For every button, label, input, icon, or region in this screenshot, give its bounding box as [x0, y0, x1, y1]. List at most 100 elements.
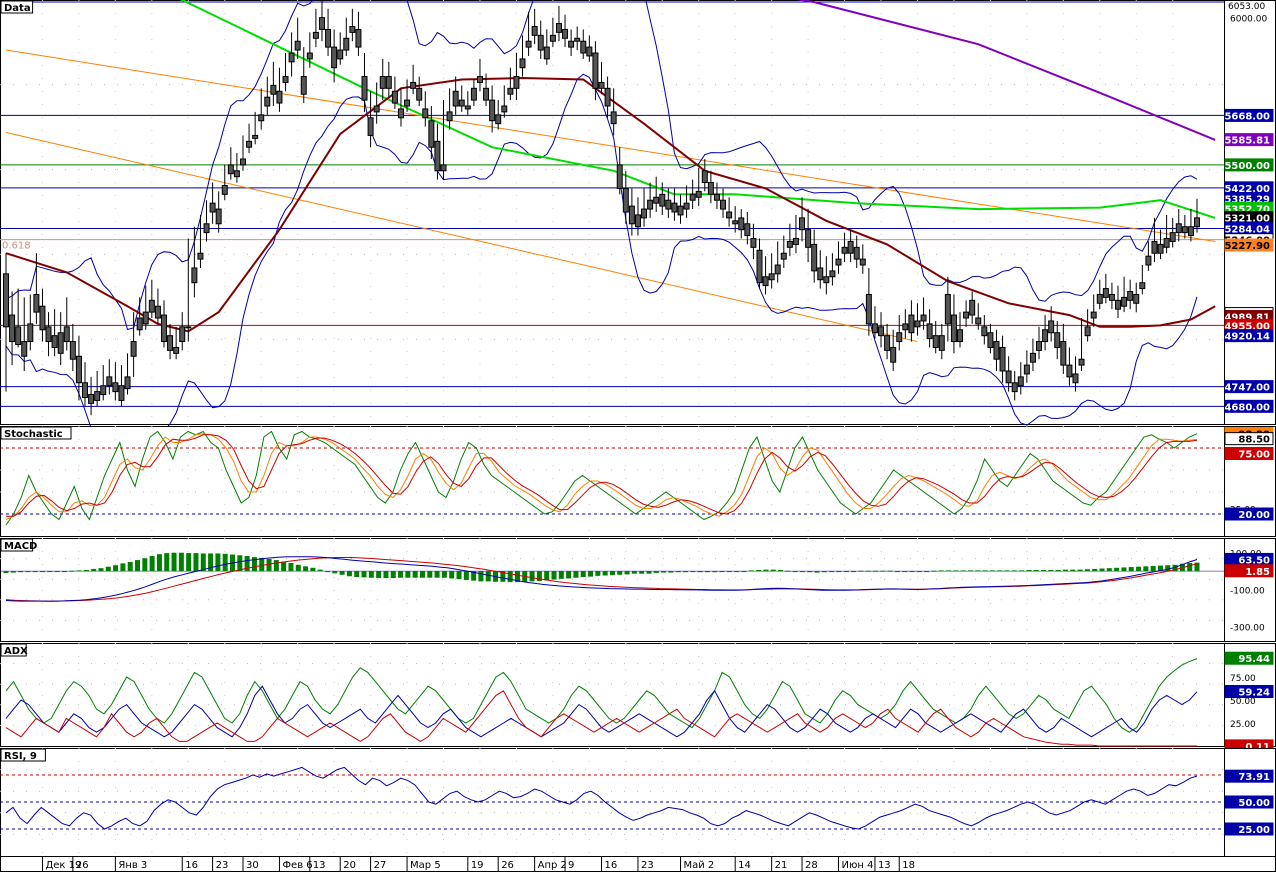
candle	[519, 58, 526, 69]
histogram-bar	[1041, 570, 1047, 572]
histogram-bar	[354, 571, 360, 577]
candle	[130, 341, 137, 357]
histogram-bar	[1070, 569, 1076, 572]
value-badge-text: 95.44	[1238, 654, 1270, 665]
bollinger-lower	[5, 73, 1198, 449]
candle	[379, 76, 386, 89]
histogram-bar	[748, 570, 754, 572]
candle	[641, 208, 648, 219]
candle	[452, 90, 459, 107]
candle	[993, 341, 1000, 360]
candle	[1181, 226, 1188, 234]
histogram-bar	[1004, 570, 1010, 572]
histogram-bar	[1048, 570, 1054, 572]
candle	[173, 346, 180, 354]
histogram-bar	[514, 571, 520, 583]
x-tick-label: 23	[641, 860, 654, 871]
tick-label: -300.00	[1230, 623, 1265, 633]
candle	[318, 17, 325, 30]
tick-label: 50.00	[1230, 697, 1256, 707]
histogram-bar	[164, 553, 170, 572]
candle	[118, 385, 125, 401]
histogram-bar	[273, 560, 279, 572]
histogram-bar	[595, 571, 601, 576]
candle	[1194, 217, 1200, 228]
histogram-bar	[288, 563, 294, 572]
histogram-bar	[719, 571, 725, 573]
histogram-bar	[690, 571, 696, 573]
histogram-bar	[91, 568, 97, 572]
value-badge-text: 5668.00	[1224, 111, 1270, 122]
histogram-bar	[924, 571, 930, 573]
histogram-bar	[186, 553, 192, 572]
histogram-bar	[266, 558, 272, 572]
x-tick-label: Фев 6	[282, 860, 312, 871]
histogram-bar	[1055, 570, 1061, 572]
histogram-bar	[902, 571, 908, 573]
value-badge-text: 63.50	[1238, 555, 1270, 566]
value-badge-text: 4747.00	[1224, 383, 1270, 394]
candle	[701, 170, 708, 184]
value-badge	[1224, 822, 1274, 836]
series-k	[5, 430, 1198, 526]
histogram-bar	[376, 571, 382, 579]
candle	[476, 76, 483, 83]
x-tick-label: 30	[246, 860, 259, 871]
candle	[239, 158, 246, 166]
candle	[847, 240, 854, 254]
candle	[507, 87, 514, 95]
histogram-bar	[799, 571, 805, 573]
histogram-bar	[3, 571, 9, 573]
candle	[410, 81, 417, 89]
histogram-bar	[120, 563, 126, 572]
candle	[574, 37, 581, 42]
candle	[549, 34, 556, 42]
histogram-bar	[1106, 568, 1112, 572]
tick-label: 25.00	[1230, 720, 1256, 730]
candle	[604, 87, 611, 107]
candle	[434, 140, 441, 172]
value-badge	[1224, 399, 1274, 413]
histogram-bar	[602, 571, 608, 576]
value-badge	[1224, 158, 1274, 172]
candle	[160, 314, 167, 343]
candle	[422, 108, 429, 119]
histogram-bar	[821, 571, 827, 573]
candle	[1048, 320, 1055, 334]
candle	[732, 220, 739, 225]
histogram-bar	[105, 566, 111, 572]
candle	[191, 267, 198, 284]
histogram-bar	[909, 571, 915, 573]
candle	[391, 90, 398, 104]
pane-rsi: RSI, 9 73.91 50.00 25.00	[0, 748, 1276, 857]
histogram-bar	[1136, 566, 1142, 572]
candle	[1139, 282, 1146, 290]
top-label: 6053.00	[1228, 2, 1265, 12]
candle	[659, 193, 666, 207]
histogram-bar	[967, 570, 973, 572]
candle	[167, 335, 174, 351]
value-badge-text: 5500.00	[1224, 161, 1270, 172]
histogram-bar	[873, 570, 879, 572]
histogram-bar	[931, 570, 937, 572]
candle	[1121, 296, 1128, 307]
histogram-bar	[383, 571, 389, 579]
histogram-bar	[997, 570, 1003, 572]
value-badge-text: 5321.00	[1224, 214, 1270, 225]
x-tick-label: 26	[501, 860, 514, 871]
candle	[246, 140, 253, 148]
value-badge-text: 59.24	[1238, 688, 1270, 699]
candle	[878, 326, 885, 337]
candle	[88, 394, 95, 404]
candle	[1151, 240, 1158, 254]
candle	[683, 202, 690, 210]
candle	[1169, 232, 1176, 242]
histogram-bar	[449, 571, 455, 579]
histogram-bar	[829, 571, 835, 573]
histogram-bar	[836, 571, 842, 573]
histogram-bar	[310, 567, 316, 572]
histogram-bar	[237, 555, 243, 572]
candle	[1029, 352, 1036, 363]
candle	[45, 326, 52, 343]
